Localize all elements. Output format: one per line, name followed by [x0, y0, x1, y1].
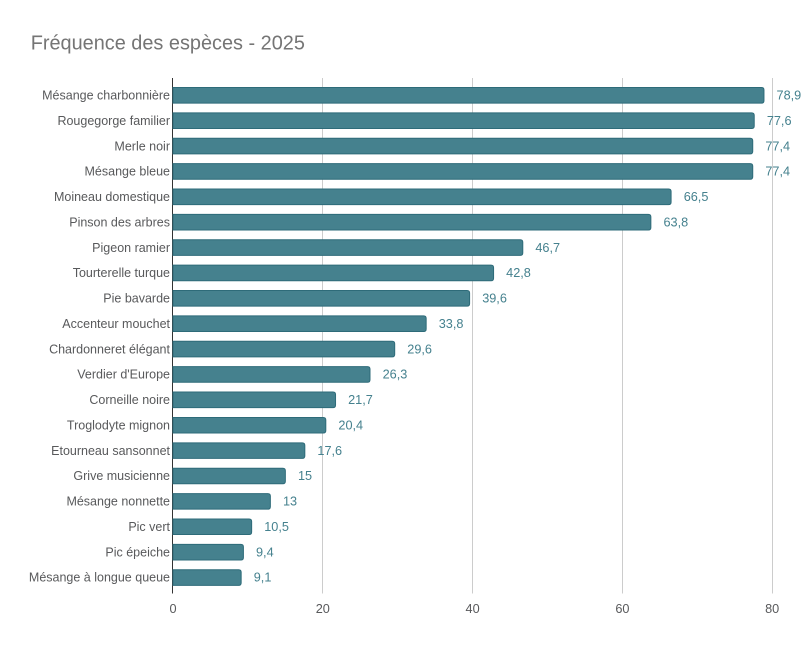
svg-text:Accenteur mouchet: Accenteur mouchet	[62, 317, 170, 331]
svg-text:Grive musicienne: Grive musicienne	[73, 469, 170, 483]
svg-text:26,3: 26,3	[383, 368, 408, 382]
svg-text:Mésange nonnette: Mésange nonnette	[66, 495, 170, 509]
svg-text:Mésange charbonnière: Mésange charbonnière	[42, 89, 170, 103]
svg-text:66,5: 66,5	[684, 190, 709, 204]
svg-text:0: 0	[169, 602, 176, 616]
svg-text:Mésange bleue: Mésange bleue	[85, 165, 171, 179]
svg-text:39,6: 39,6	[482, 292, 507, 306]
svg-text:77,4: 77,4	[765, 165, 790, 179]
svg-text:Pinson des arbres: Pinson des arbres	[69, 215, 170, 229]
svg-text:Merle noir: Merle noir	[114, 139, 170, 153]
svg-text:9,1: 9,1	[254, 571, 272, 585]
svg-text:10,5: 10,5	[264, 520, 289, 534]
svg-text:Pic vert: Pic vert	[128, 520, 170, 534]
svg-text:15: 15	[298, 469, 312, 483]
svg-text:46,7: 46,7	[535, 241, 560, 255]
svg-text:Tourterelle turque: Tourterelle turque	[73, 266, 170, 280]
svg-text:Pie bavarde: Pie bavarde	[103, 292, 170, 306]
svg-text:Moineau domestique: Moineau domestique	[54, 190, 170, 204]
svg-text:13: 13	[283, 495, 297, 509]
svg-text:20,4: 20,4	[338, 418, 363, 432]
svg-text:Etourneau sansonnet: Etourneau sansonnet	[51, 444, 170, 458]
svg-text:Troglodyte mignon: Troglodyte mignon	[67, 418, 170, 432]
svg-text:60: 60	[615, 602, 629, 616]
svg-text:42,8: 42,8	[506, 266, 531, 280]
svg-text:Verdier d'Europe: Verdier d'Europe	[77, 368, 170, 382]
svg-text:17,6: 17,6	[317, 444, 342, 458]
svg-text:29,6: 29,6	[407, 342, 432, 356]
svg-text:Corneille noire: Corneille noire	[89, 393, 170, 407]
svg-text:Rougegorge familier: Rougegorge familier	[57, 114, 170, 128]
svg-text:80: 80	[765, 602, 779, 616]
svg-text:Chardonneret élégant: Chardonneret élégant	[49, 342, 170, 356]
svg-text:Fréquence des espèces - 2025: Fréquence des espèces - 2025	[31, 33, 305, 55]
svg-text:63,8: 63,8	[663, 215, 688, 229]
svg-text:Pic épeiche: Pic épeiche	[105, 545, 170, 559]
svg-text:77,4: 77,4	[765, 139, 790, 153]
svg-text:78,9: 78,9	[777, 89, 802, 103]
svg-text:33,8: 33,8	[439, 317, 464, 331]
svg-text:77,6: 77,6	[767, 114, 792, 128]
svg-text:Mésange à longue queue: Mésange à longue queue	[29, 571, 170, 585]
svg-text:40: 40	[466, 602, 480, 616]
svg-text:Pigeon ramier: Pigeon ramier	[92, 241, 170, 255]
svg-text:20: 20	[316, 602, 330, 616]
svg-text:21,7: 21,7	[348, 393, 373, 407]
svg-text:9,4: 9,4	[256, 545, 274, 559]
